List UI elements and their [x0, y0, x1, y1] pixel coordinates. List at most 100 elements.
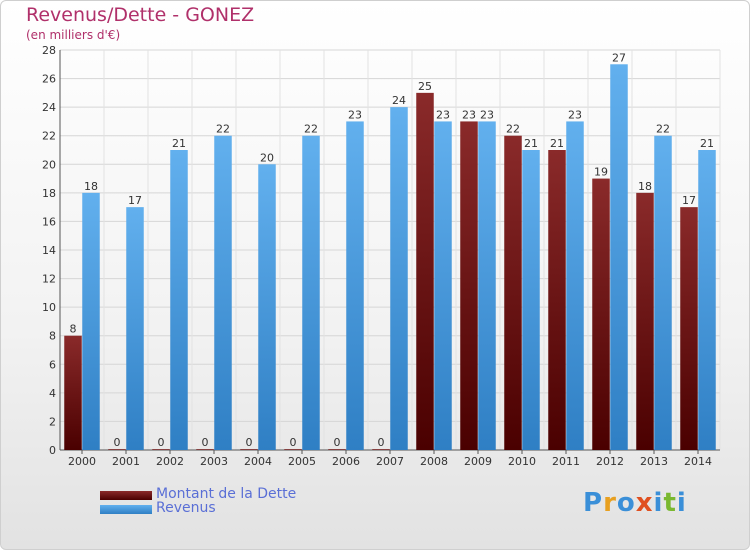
data-label-revenus-2010: 21 — [524, 137, 538, 150]
data-label-dette-2004: 0 — [246, 436, 253, 449]
bar-dette-2001 — [108, 449, 126, 450]
bar-revenus-2004 — [258, 164, 276, 451]
y-tick-label-8: 8 — [49, 330, 56, 343]
bar-dette-2013 — [636, 192, 654, 450]
chart-subtitle: (en milliers d'€) — [26, 28, 121, 42]
data-label-revenus-2004: 20 — [260, 151, 274, 164]
data-label-revenus-2000: 18 — [84, 180, 98, 193]
data-label-dette-2008: 25 — [418, 80, 432, 93]
proxiti-logo: Proxiti — [583, 488, 687, 518]
logo-letter-6: i — [676, 488, 687, 518]
y-tick-label-26: 26 — [42, 73, 56, 86]
bar-revenus-2010 — [522, 150, 540, 450]
data-label-revenus-2007: 24 — [392, 94, 406, 107]
data-label-revenus-2012: 27 — [612, 51, 626, 64]
data-label-dette-2010: 22 — [506, 123, 520, 136]
bar-dette-2010 — [504, 135, 522, 450]
x-tick-label-2009: 2009 — [464, 455, 492, 468]
x-tick-label-2013: 2013 — [640, 455, 668, 468]
logo-letter-0: P — [583, 488, 604, 518]
x-tick-label-2014: 2014 — [684, 455, 712, 468]
bar-revenus-2007 — [390, 107, 408, 451]
x-tick-label-2002: 2002 — [156, 455, 184, 468]
logo-letter-2: o — [616, 488, 636, 518]
x-tick-label-2003: 2003 — [200, 455, 228, 468]
bar-revenus-2003 — [214, 135, 232, 450]
y-tick-label-14: 14 — [42, 244, 56, 257]
data-label-revenus-2006: 23 — [348, 108, 362, 121]
bar-dette-2012 — [592, 178, 610, 451]
data-label-dette-2014: 17 — [682, 194, 696, 207]
data-label-revenus-2013: 22 — [656, 123, 670, 136]
data-label-dette-2001: 0 — [114, 436, 121, 449]
data-label-dette-2013: 18 — [638, 180, 652, 193]
data-label-dette-2009: 23 — [462, 108, 476, 121]
data-label-dette-2005: 0 — [290, 436, 297, 449]
y-tick-label-4: 4 — [49, 387, 56, 400]
data-label-dette-2012: 19 — [594, 166, 608, 179]
bar-dette-2007 — [372, 449, 390, 450]
y-tick-label-18: 18 — [42, 187, 56, 200]
data-label-revenus-2005: 22 — [304, 123, 318, 136]
x-tick-label-2000: 2000 — [68, 455, 96, 468]
bar-layer — [64, 64, 716, 451]
bar-revenus-2006 — [346, 121, 364, 450]
x-tick-label-2007: 2007 — [376, 455, 404, 468]
logo-letter-5: t — [663, 488, 677, 518]
x-tick-label-2008: 2008 — [420, 455, 448, 468]
bar-revenus-2008 — [434, 121, 452, 450]
logo-letter-4: i — [653, 488, 664, 518]
y-tick-label-10: 10 — [42, 301, 56, 314]
label-layer: 8 0 0 0 0 0 0 0 25 23 22 21 19 18 17 18 17 21 22 20 22 23 24 23… — [70, 51, 715, 449]
bar-revenus-2000 — [82, 192, 100, 450]
data-label-revenus-2009: 23 — [480, 108, 494, 121]
x-tick-label-2004: 2004 — [244, 455, 272, 468]
data-label-revenus-2001: 17 — [128, 194, 142, 207]
bar-dette-2014 — [680, 207, 698, 450]
y-tick-label-22: 22 — [42, 130, 56, 143]
data-label-dette-2006: 0 — [334, 436, 341, 449]
y-tick-label-24: 24 — [42, 101, 56, 114]
y-tick-label-12: 12 — [42, 273, 56, 286]
bar-dette-2003 — [196, 449, 214, 450]
bar-dette-2002 — [152, 449, 170, 450]
legend-swatch-revenus — [100, 505, 152, 514]
data-label-revenus-2011: 23 — [568, 108, 582, 121]
x-tick-label-2012: 2012 — [596, 455, 624, 468]
y-tick-label-2: 2 — [49, 415, 56, 428]
chart-title: Revenus/Dette - GONEZ — [26, 4, 255, 26]
bar-revenus-2001 — [126, 207, 144, 450]
x-tick-label-2010: 2010 — [508, 455, 536, 468]
bar-revenus-2014 — [698, 150, 716, 450]
bar-revenus-2011 — [566, 121, 584, 450]
bar-dette-2000 — [64, 335, 82, 450]
bar-dette-2004 — [240, 449, 258, 450]
x-tick-label-2005: 2005 — [288, 455, 316, 468]
y-tick-label-0: 0 — [49, 444, 56, 457]
data-label-revenus-2014: 21 — [700, 137, 714, 150]
x-tick-label-2001: 2001 — [112, 455, 140, 468]
data-label-dette-2003: 0 — [202, 436, 209, 449]
bar-revenus-2013 — [654, 135, 672, 450]
bar-dette-2008 — [416, 92, 434, 450]
data-label-dette-2007: 0 — [378, 436, 385, 449]
y-tick-label-20: 20 — [42, 158, 56, 171]
bar-dette-2005 — [284, 449, 302, 450]
bar-revenus-2002 — [170, 150, 188, 450]
bar-dette-2009 — [460, 121, 478, 450]
data-label-revenus-2008: 23 — [436, 108, 450, 121]
bar-dette-2006 — [328, 449, 346, 450]
legend-label-revenus: Revenus — [156, 500, 216, 516]
legend-swatch-dette — [100, 491, 152, 500]
y-tick-label-28: 28 — [42, 44, 56, 57]
data-label-revenus-2003: 22 — [216, 123, 230, 136]
bar-revenus-2009 — [478, 121, 496, 450]
data-label-revenus-2002: 21 — [172, 137, 186, 150]
legend-label-dette: Montant de la Dette — [156, 486, 297, 502]
y-tick-label-16: 16 — [42, 215, 56, 228]
bar-dette-2011 — [548, 150, 566, 450]
data-label-dette-2011: 21 — [550, 137, 564, 150]
x-tick-label-2006: 2006 — [332, 455, 360, 468]
